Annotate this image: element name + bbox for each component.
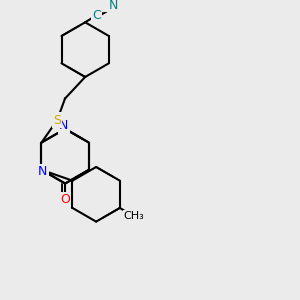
Text: N: N xyxy=(109,0,119,12)
Text: C: C xyxy=(92,9,101,22)
Text: CH₃: CH₃ xyxy=(124,211,144,221)
Text: S: S xyxy=(53,114,61,127)
Text: N: N xyxy=(59,119,68,133)
Text: N: N xyxy=(38,165,48,178)
Text: O: O xyxy=(60,193,70,206)
